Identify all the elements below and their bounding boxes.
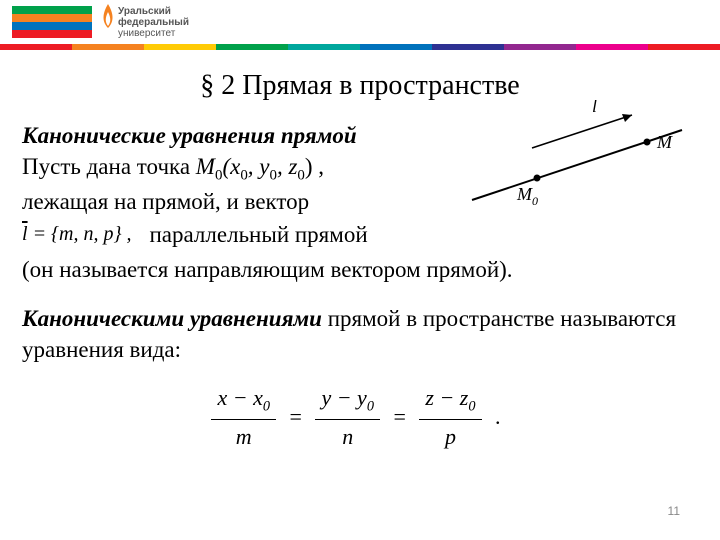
header-bar: Уральский федеральный университет (0, 0, 720, 56)
frac-3: z − z0 p (419, 383, 481, 451)
logo-line2: федеральный (118, 17, 189, 28)
p1-args2: , y (248, 154, 270, 179)
eq1: = (282, 402, 310, 432)
p1-args1: (x (222, 154, 240, 179)
label-M: M (656, 132, 673, 152)
vector-l-line (532, 115, 632, 148)
vector-l-arrowhead (622, 114, 632, 122)
vec-eq: = {m, n, p} , (28, 223, 132, 245)
logo-line3: университет (118, 28, 189, 39)
paragraph-5: Каноническими уравнениями прямой в прост… (22, 303, 698, 365)
p1-args2-sub: 0 (270, 168, 277, 184)
point-m0 (534, 175, 541, 182)
p3-tail: параллельный прямой (150, 219, 368, 250)
point-m (644, 139, 651, 146)
n2s: 0 (367, 398, 374, 414)
logo-flame-icon (98, 2, 118, 38)
n3s: 0 (468, 398, 475, 414)
n1s: 0 (263, 398, 270, 414)
p1-M: M (196, 154, 215, 179)
p1-args3-sub: 0 (297, 168, 304, 184)
eq-dot: . (487, 402, 509, 432)
eq2: = (385, 402, 413, 432)
canonical-equation: x − x0 m = y − y0 n = z − z0 p . (22, 383, 698, 451)
logo-stripes (12, 6, 92, 38)
frac-2: y − y0 n (315, 383, 380, 451)
rainbow-divider (0, 44, 720, 50)
label-l: l (592, 100, 597, 116)
paragraph-4: (он называется направляющим вектором пря… (22, 254, 698, 285)
p1-text: Пусть дана точка (22, 154, 196, 179)
n1a: x − x (217, 385, 262, 410)
d2: n (315, 420, 380, 452)
frac-1: x − x0 m (211, 383, 276, 451)
page-number: 11 (668, 504, 680, 518)
n2a: y − y (321, 385, 366, 410)
p1-args3: , z (277, 154, 297, 179)
main-line (472, 130, 682, 200)
vector-def-row: l = {m, n, p} , параллельный прямой (22, 219, 698, 250)
p1-args1-sub: 0 (240, 168, 247, 184)
vector-def: l = {m, n, p} , (22, 221, 138, 248)
slide-title: § 2 Прямая в пространстве (0, 70, 720, 102)
d1: m (211, 420, 276, 452)
line-diagram: l M M0 (462, 100, 692, 220)
p5a: Каноническими уравнениями (22, 306, 322, 331)
logo-line1: Уральский (118, 6, 189, 17)
logo-text: Уральский федеральный университет (118, 6, 189, 39)
label-M0: M0 (516, 184, 538, 208)
n3a: z − z (425, 385, 468, 410)
p1-close: ) , (305, 154, 324, 179)
d3: p (419, 420, 481, 452)
